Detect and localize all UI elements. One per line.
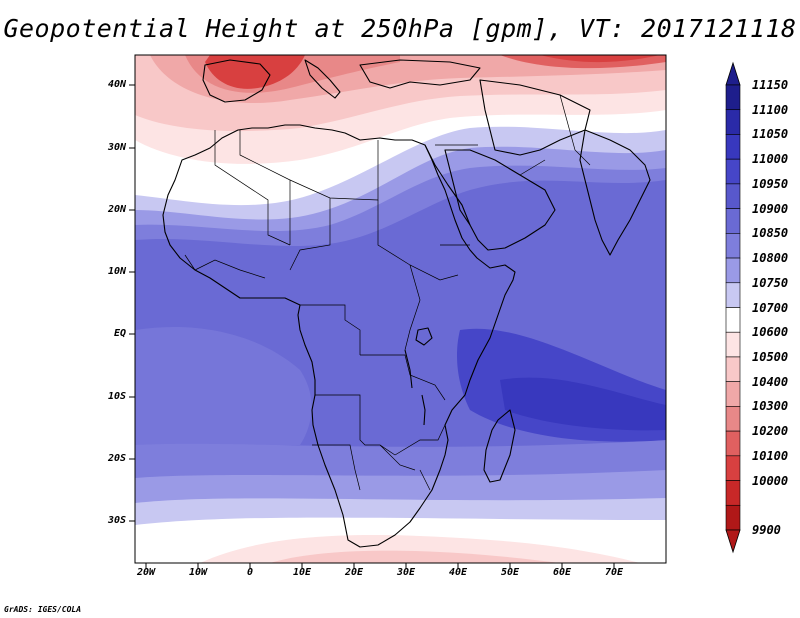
madagascar [483,409,516,483]
field-sw-trough [135,326,312,445]
iberia [202,59,271,103]
lake-victoria [415,327,433,346]
border-18 [519,159,546,176]
colorbar-label: 11050 [752,127,789,142]
red-sea [424,144,471,226]
colorbar-label: 10750 [752,275,789,290]
border-1 [214,130,291,246]
border-6 [404,264,421,351]
lon-ticks [145,563,615,569]
border-9 [315,394,396,456]
borders [184,94,591,491]
lon-label-70e: 70E [604,567,624,578]
lon-label-10w: 10W [188,567,208,578]
colorbar-label: 10100 [752,448,789,463]
border-17 [559,94,591,166]
colorbar-label: 10900 [752,201,789,216]
colorbar-label: 10500 [752,349,789,364]
lake-tanganyika [404,349,413,389]
border-13 [419,469,431,491]
italy [304,59,341,99]
field-n-band-11 [540,55,660,63]
field-n-band-10 [205,55,305,89]
lat-label-10s: 10S [107,391,126,402]
border-11 [394,424,446,456]
lat-label-20n: 20N [107,204,126,215]
lat-label-30n: 30N [107,142,126,153]
border-10 [312,444,361,491]
colorbar-label: 10300 [752,399,789,414]
lat-label-30s: 30S [107,515,126,526]
map-frame [134,54,667,564]
lon-label-20w: 20W [136,567,156,578]
border-2 [239,130,291,245]
persia [479,79,591,156]
lat-label-20s: 20S [107,453,126,464]
greece-turkey [359,59,481,89]
map-title: Geopotential Height at 250hPa [gpm], VT:… [3,14,797,43]
border-3 [289,140,379,201]
colorbar-label: 9900 [752,523,781,537]
colorbar-label: 11100 [752,102,789,117]
colorbar-label: 10700 [752,300,789,315]
field-io-high-core [500,377,666,431]
lon-label-30e: 30E [396,567,416,578]
arabia [444,149,556,251]
border-7 [300,304,361,355]
india [579,129,651,256]
colorbar-label: 10200 [752,424,789,439]
colorbar-label: 11000 [752,152,789,167]
lake-malawi [421,394,426,426]
lat-ticks [129,84,135,522]
border-4 [289,198,331,271]
border-12 [379,444,416,471]
colorbar-label: 11150 [752,78,789,92]
lon-label-50e: 50E [500,567,520,578]
colorbar-label: 10000 [752,473,789,488]
lon-label-10e: 10E [292,567,312,578]
field-s-band-6 [270,550,560,563]
colorbar-label: 10850 [752,226,789,241]
lon-label-0: 0 [246,567,254,578]
footer-credit: GrADS: IGES/COLA [4,605,82,614]
lat-label-10n: 10N [107,266,126,277]
lat-label-eq: EQ [113,328,126,339]
lon-label-20e: 20E [344,567,364,578]
lon-label-40e: 40E [448,567,468,578]
lat-label-40n: 40N [107,79,126,90]
colorbar-label: 10600 [752,325,789,340]
colorbar-label: 10800 [752,251,789,266]
colorbar-label: 10400 [752,374,789,389]
border-8 [360,354,446,401]
colorbar-label: 10950 [752,176,789,191]
lon-label-60e: 60E [552,567,572,578]
border-14 [184,254,266,279]
